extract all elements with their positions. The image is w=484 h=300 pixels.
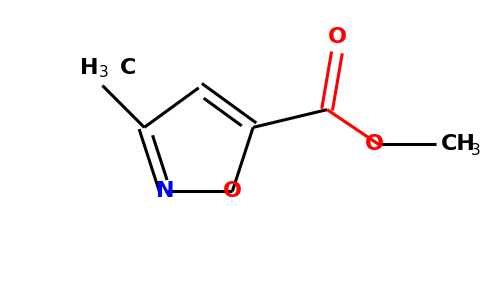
Text: C: C [120, 58, 136, 78]
Text: O: O [328, 28, 347, 47]
Text: $_3$: $_3$ [470, 138, 481, 158]
Text: $_3$: $_3$ [98, 60, 109, 80]
Text: O: O [223, 182, 242, 201]
Text: O: O [365, 134, 384, 154]
Text: N: N [156, 182, 174, 201]
Text: CH: CH [440, 134, 475, 154]
Text: H: H [80, 58, 98, 78]
